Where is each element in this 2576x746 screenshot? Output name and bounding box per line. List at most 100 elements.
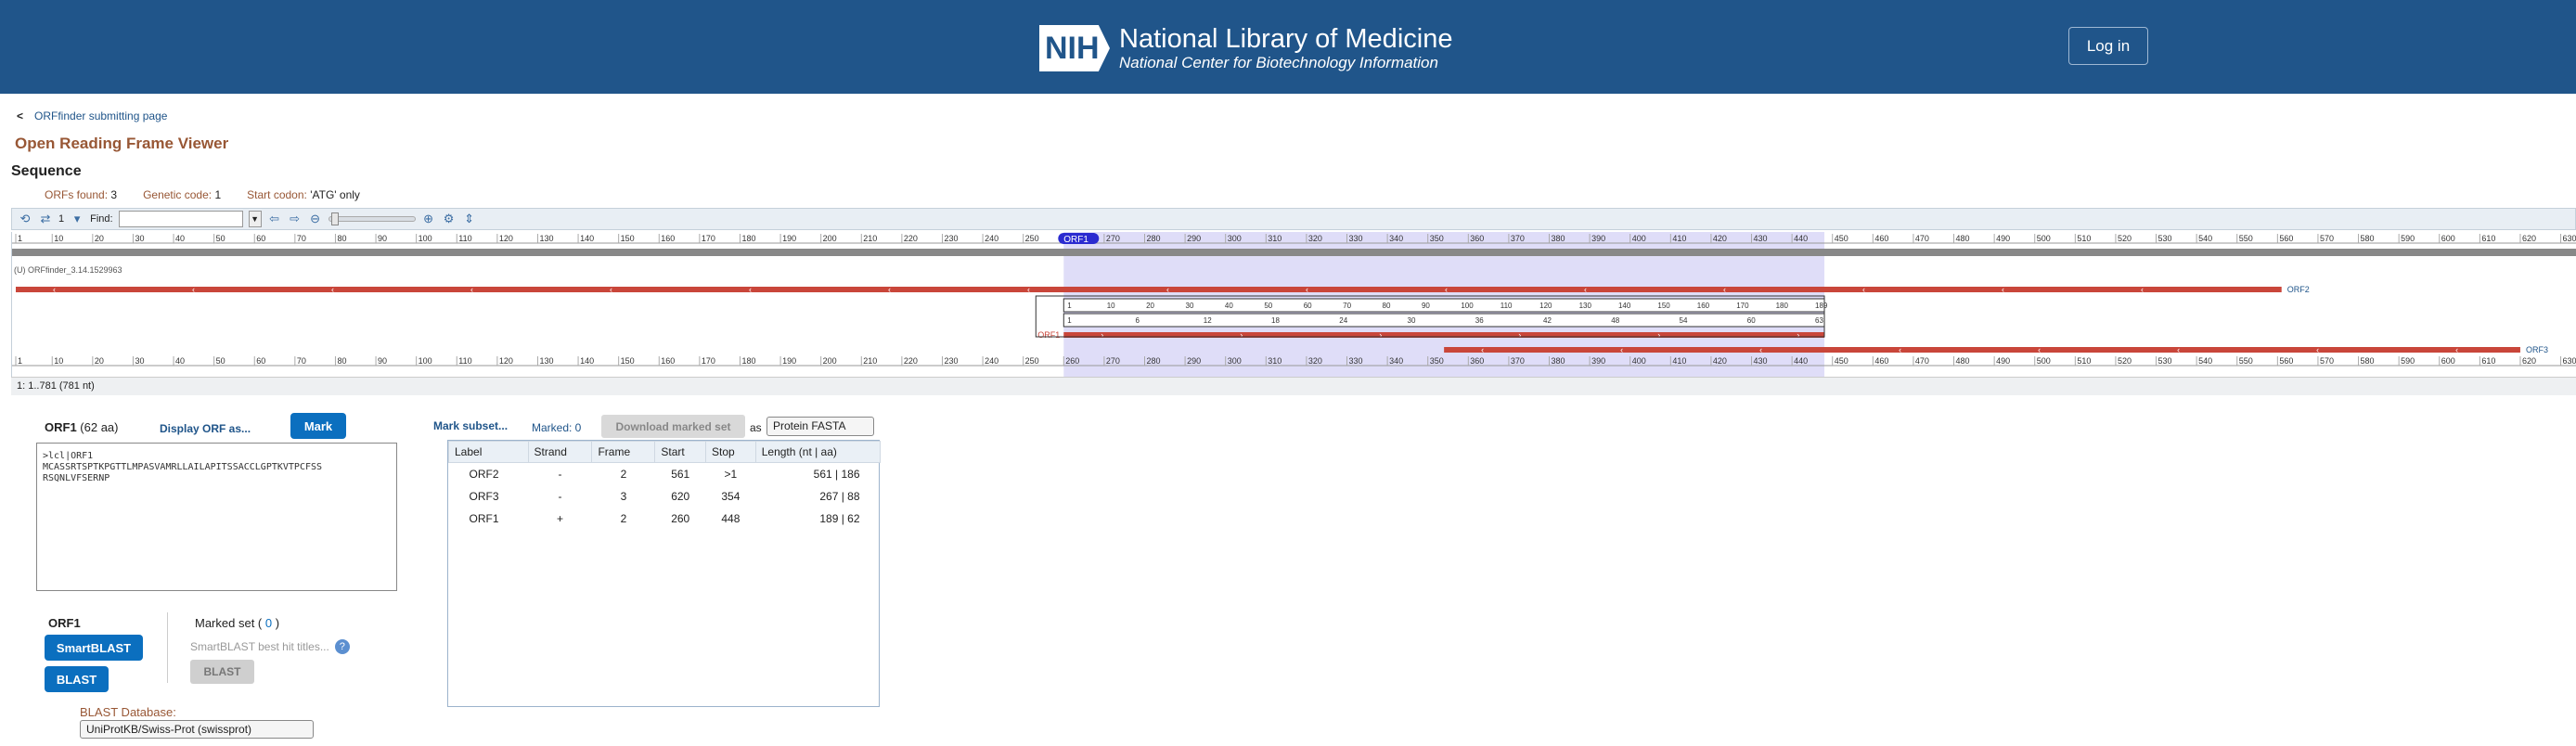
help-icon[interactable]: ?: [334, 639, 350, 654]
download-marked-button[interactable]: Download marked set: [601, 415, 745, 438]
top-ruler-tick-label: 250: [1025, 234, 1039, 243]
blast-button[interactable]: BLAST: [45, 666, 109, 692]
top-ruler-tick-label: 1: [18, 234, 22, 243]
nt-scale-label: 130: [1579, 302, 1592, 310]
cell-label: ORF1: [469, 511, 499, 525]
fit-height-icon[interactable]: ⇕: [464, 212, 475, 225]
format-select[interactable]: Protein FASTA: [766, 417, 874, 436]
aa-scale-label: 48: [1611, 316, 1619, 325]
orf-strand-arrow: ‹: [53, 285, 56, 294]
bottom-ruler-tick-label: 380: [1552, 356, 1565, 366]
sequence-graph[interactable]: 1 10 20 30 40 50 60 70 80 90 100 110 120 130 140 150 160…: [11, 232, 2576, 394]
orf-strand-arrow: ‹: [610, 285, 612, 294]
top-ruler-tick-label: 110: [458, 234, 471, 243]
col-stop[interactable]: Stop: [705, 441, 756, 463]
back-link[interactable]: ORFfinder submitting page: [34, 109, 168, 122]
top-ruler-tick-label: 40: [175, 234, 185, 243]
bottom-ruler-tick-label: 550: [2239, 356, 2253, 366]
nih-logo[interactable]: NIH National Library of Medicine Nationa…: [1039, 24, 1452, 72]
nt-scale-label: 70: [1343, 302, 1351, 310]
top-ruler-tick-label: 120: [499, 234, 513, 243]
login-button[interactable]: Log in: [2068, 27, 2148, 65]
selected-orf-badge: [1058, 233, 1100, 244]
orf-strand-arrow: ‹: [192, 285, 195, 294]
nt-scale-label: 160: [1697, 302, 1710, 310]
table-row[interactable]: ORF3 - 3 620 354 267 | 88: [449, 485, 881, 508]
bottom-ruler-tick-label: 370: [1511, 356, 1525, 366]
bottom-ruler-tick-label: 340: [1389, 356, 1403, 366]
genetic-code-label: Genetic code:: [143, 188, 213, 201]
orf-strand-arrow: ‹: [1306, 285, 1308, 294]
blast-section-title: ORF1: [48, 616, 81, 630]
aa-scale-label: 54: [1680, 316, 1688, 325]
bottom-ruler-tick-label: 360: [1470, 356, 1484, 366]
orf-bar-orf3: [1444, 347, 2520, 353]
top-ruler-tick-label: 330: [1349, 234, 1363, 243]
top-ruler-tick-label: 30: [135, 234, 144, 243]
orf-label-orf1: ORF1: [1037, 330, 1060, 340]
aa-scale-label: 36: [1475, 316, 1484, 325]
marked-set-heading: Marked set ( 0 ): [195, 616, 279, 630]
bottom-ruler-tick-label: 90: [378, 356, 387, 366]
bottom-ruler-tick-label: 240: [985, 356, 998, 366]
top-ruler-tick-label: 500: [2037, 234, 2051, 243]
col-frame[interactable]: Frame: [591, 441, 656, 463]
find-dropdown-icon[interactable]: ▼: [248, 211, 262, 227]
zoom-slider[interactable]: [328, 212, 416, 225]
cell-frame: 2: [620, 511, 627, 525]
top-ruler-tick-label: 310: [1268, 234, 1282, 243]
find-input[interactable]: [118, 211, 243, 227]
bottom-ruler-tick-label: 580: [2361, 356, 2375, 366]
sequence-graph-svg[interactable]: 1 10 20 30 40 50 60 70 80 90 100 110 120 130 140 150 160…: [12, 232, 2576, 394]
nt-scale-label: 20: [1146, 302, 1154, 310]
divider: [167, 612, 168, 683]
bottom-ruler-tick-label: 270: [1106, 356, 1120, 366]
orf-strand-arrow: ›: [1379, 330, 1382, 340]
zoom-in-icon[interactable]: ⊕: [423, 212, 434, 225]
bottom-ruler-tick-label: 500: [2037, 356, 2051, 366]
top-ruler-tick-label: 220: [904, 234, 918, 243]
back-nav: < ORFfinder submitting page: [17, 109, 167, 122]
reset-icon[interactable]: ⟲: [19, 212, 31, 225]
bottom-ruler-tick-label: 10: [54, 356, 63, 366]
col-label[interactable]: Label: [448, 441, 529, 463]
arrow-left-icon[interactable]: ⇦: [269, 212, 280, 225]
orf-strand-arrow: ‹: [888, 285, 891, 294]
bottom-ruler-tick-label: 570: [2320, 356, 2334, 366]
cell-stop: 448: [721, 511, 741, 525]
orf-strand-arrow: ›: [1797, 330, 1799, 340]
aa-scale-label: 24: [1339, 316, 1347, 325]
top-ruler-tick-label: 440: [1794, 234, 1808, 243]
tracks-icon[interactable]: ⇄: [40, 212, 51, 225]
display-orf-link[interactable]: Display ORF as...: [160, 422, 251, 435]
aa-scale-box: [1063, 313, 1825, 328]
table-row[interactable]: ORF2 - 2 561 >1 561 | 186: [449, 463, 881, 485]
zoom-out-icon[interactable]: ⊖: [310, 212, 321, 225]
orf-bar-orf1: [1063, 332, 1825, 338]
col-start[interactable]: Start: [654, 441, 707, 463]
col-length[interactable]: Length (nt | aa): [754, 441, 882, 463]
chevron-down-icon[interactable]: ▾: [73, 212, 81, 225]
fasta-textarea[interactable]: >lcl|ORF1 MCASSRTSPTKPGTTLMPASVAMRLLAILA…: [36, 443, 397, 591]
bottom-ruler-tick-label: 400: [1632, 356, 1646, 366]
col-strand[interactable]: Strand: [527, 441, 593, 463]
bottom-ruler-tick-label: 410: [1672, 356, 1686, 366]
mark-subset-link[interactable]: Mark subset...: [433, 419, 509, 432]
bottom-ruler-tick-label: 390: [1591, 356, 1605, 366]
top-ruler-tick-label: 510: [2077, 234, 2091, 243]
zoom-slider-knob[interactable]: [330, 212, 339, 225]
blast-db-select[interactable]: UniProtKB/Swiss-Prot (swissprot): [80, 720, 314, 739]
bottom-ruler-tick-label: 460: [1874, 356, 1888, 366]
orf-strand-arrow: ›: [1101, 330, 1103, 340]
nt-scale-label: 170: [1736, 302, 1749, 310]
cell-stop: >1: [724, 467, 738, 481]
marked-blast-button[interactable]: BLAST: [190, 660, 254, 684]
tracks-count[interactable]: 1: [58, 213, 65, 225]
bottom-ruler-tick-label: 290: [1187, 356, 1201, 366]
arrow-right-icon[interactable]: ⇨: [290, 212, 301, 225]
bottom-ruler-tick-label: 100: [419, 356, 432, 366]
smartblast-button[interactable]: SmartBLAST: [45, 635, 143, 661]
mark-button[interactable]: Mark: [290, 413, 346, 439]
tools-icon[interactable]: ⚙: [443, 212, 455, 225]
table-row[interactable]: ORF1 + 2 260 448 189 | 62: [449, 508, 881, 530]
